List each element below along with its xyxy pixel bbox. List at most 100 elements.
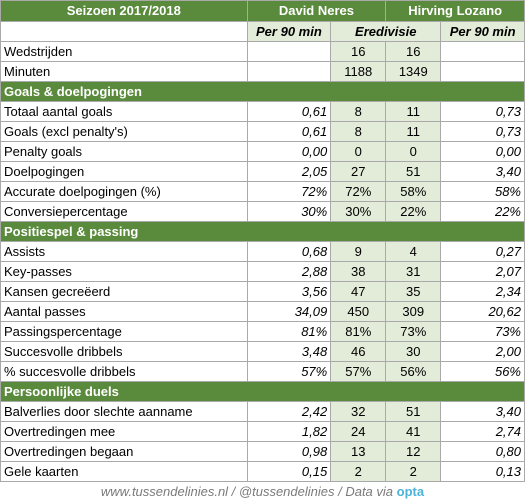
p1-eredivisie-value: 81%	[330, 321, 387, 342]
p2-per90-value: 20,62	[440, 301, 525, 322]
p2-per90-value: 0,13	[440, 461, 525, 482]
p1-eredivisie-value: 57%	[330, 361, 387, 382]
p2-per90-value	[440, 61, 525, 82]
row-label: Conversiepercentage	[0, 201, 248, 222]
row-label: Aantal passes	[0, 301, 248, 322]
opta-logo: opta	[396, 484, 425, 499]
p1-per90-value: 0,61	[246, 101, 332, 122]
row-label: Overtredingen begaan	[0, 441, 248, 462]
p1-per90-value: 2,42	[246, 401, 332, 422]
footer: www.tussendelinies.nl / @tussendelinies …	[0, 481, 525, 503]
section-title: Goals & doelpogingen	[0, 81, 525, 102]
p1-eredivisie-value: 38	[330, 261, 387, 282]
p2-eredivisie-value: 51	[385, 401, 442, 422]
row-label: Gele kaarten	[0, 461, 248, 482]
p2-eredivisie-value: 35	[385, 281, 442, 302]
section-header: Goals & doelpogingen	[0, 81, 525, 102]
p1-per90-value: 3,48	[246, 341, 332, 362]
row-label: Minuten	[0, 61, 248, 82]
row-label: Penalty goals	[0, 141, 248, 162]
p1-eredivisie-value: 8	[330, 101, 387, 122]
p1-per90-value: 3,56	[246, 281, 332, 302]
p1-per90-value: 2,88	[246, 261, 332, 282]
p2-per90-value: 22%	[440, 201, 525, 222]
table-row: Key-passes 2,88 38 31 2,07	[0, 261, 525, 282]
row-label: Accurate doelpogingen (%)	[0, 181, 248, 202]
row-label: Key-passes	[0, 261, 248, 282]
p2-per90-value: 0,00	[440, 141, 525, 162]
p1-per90-value: 81%	[246, 321, 332, 342]
section-title: Persoonlijke duels	[0, 381, 525, 402]
p2-eredivisie-value: 4	[385, 241, 442, 262]
p1-per90-value: 1,82	[246, 421, 332, 442]
section-header: Positiespel & passing	[0, 221, 525, 242]
p2-per90-value	[440, 41, 525, 62]
row-label: Balverlies door slechte aanname	[0, 401, 248, 422]
p1-eredivisie-value: 8	[330, 121, 387, 142]
p1-per90-value: 30%	[246, 201, 332, 222]
p2-eredivisie-value: 31	[385, 261, 442, 282]
table-row: Succesvolle dribbels 3,48 46 30 2,00	[0, 341, 525, 362]
p2-eredivisie-value: 73%	[385, 321, 442, 342]
p2-eredivisie-value: 1349	[385, 61, 442, 82]
p1-per90-value: 0,00	[246, 141, 332, 162]
p2-per90-value: 2,34	[440, 281, 525, 302]
p1-eredivisie-value: 0	[330, 141, 387, 162]
table-row: Goals (excl penalty's) 0,61 8 11 0,73	[0, 121, 525, 142]
p2-eredivisie-value: 309	[385, 301, 442, 322]
table-row: Doelpogingen 2,05 27 51 3,40	[0, 161, 525, 182]
p2-eredivisie-value: 12	[385, 441, 442, 462]
row-label: Overtredingen mee	[0, 421, 248, 442]
season-label: Seizoen 2017/2018	[0, 0, 248, 22]
p2-per90-value: 58%	[440, 181, 525, 202]
p2-per90-value: 2,07	[440, 261, 525, 282]
p1-per90-value: 0,68	[246, 241, 332, 262]
p2-eredivisie-value: 11	[385, 121, 442, 142]
p2-eredivisie-value: 30	[385, 341, 442, 362]
row-label: Goals (excl penalty's)	[0, 121, 248, 142]
row-label: Assists	[0, 241, 248, 262]
table-row: Minuten 1188 1349	[0, 61, 525, 82]
p2-per90-value: 0,73	[440, 101, 525, 122]
footer-text: www.tussendelinies.nl / @tussendelinies …	[100, 484, 394, 499]
p1-per90-value: 2,05	[246, 161, 332, 182]
table-row: Wedstrijden 16 16	[0, 41, 525, 62]
p1-eredivisie-value: 16	[330, 41, 387, 62]
table-row: Passingspercentage 81% 81% 73% 73%	[0, 321, 525, 342]
row-label: % succesvolle dribbels	[0, 361, 248, 382]
p2-per90-value: 3,40	[440, 401, 525, 422]
p1-per90-value: 0,98	[246, 441, 332, 462]
table-row: Overtredingen begaan 0,98 13 12 0,80	[0, 441, 525, 462]
table-row: Overtredingen mee 1,82 24 41 2,74	[0, 421, 525, 442]
p2-eredivisie-value: 22%	[385, 201, 442, 222]
p2-per90-value: 0,27	[440, 241, 525, 262]
table-row: Gele kaarten 0,15 2 2 0,13	[0, 461, 525, 482]
p1-eredivisie-value: 27	[330, 161, 387, 182]
p1-per90-value: 0,15	[246, 461, 332, 482]
p1-per90-value	[246, 61, 332, 82]
p1-per90-value: 57%	[246, 361, 332, 382]
p2-per90-value: 0,73	[440, 121, 525, 142]
p2-per90-value: 73%	[440, 321, 525, 342]
p1-per90-value: 0,61	[246, 121, 332, 142]
p1-eredivisie-value: 47	[330, 281, 387, 302]
p1-eredivisie-value: 9	[330, 241, 387, 262]
p1-eredivisie-value: 30%	[330, 201, 387, 222]
p1-per90-value: 72%	[246, 181, 332, 202]
section-title: Positiespel & passing	[0, 221, 525, 242]
p1-eredivisie-value: 24	[330, 421, 387, 442]
stats-table: Seizoen 2017/2018 David Neres Hirving Lo…	[0, 0, 525, 482]
table-row: Aantal passes 34,09 450 309 20,62	[0, 301, 525, 322]
table-row: Balverlies door slechte aanname 2,42 32 51 3…	[0, 401, 525, 422]
p2-eredivisie-value: 2	[385, 461, 442, 482]
p2-per90-value: 2,00	[440, 341, 525, 362]
per90-label-p1: Per 90 min	[246, 21, 332, 42]
table-subheader-row: Per 90 min Eredivisie Per 90 min	[0, 21, 525, 42]
league-label: Eredivisie	[330, 21, 442, 42]
p2-eredivisie-value: 11	[385, 101, 442, 122]
p1-eredivisie-value: 72%	[330, 181, 387, 202]
p2-eredivisie-value: 16	[385, 41, 442, 62]
p1-eredivisie-value: 450	[330, 301, 387, 322]
table-row: % succesvolle dribbels 57% 57% 56% 56%	[0, 361, 525, 382]
player2-name: Hirving Lozano	[385, 0, 525, 22]
